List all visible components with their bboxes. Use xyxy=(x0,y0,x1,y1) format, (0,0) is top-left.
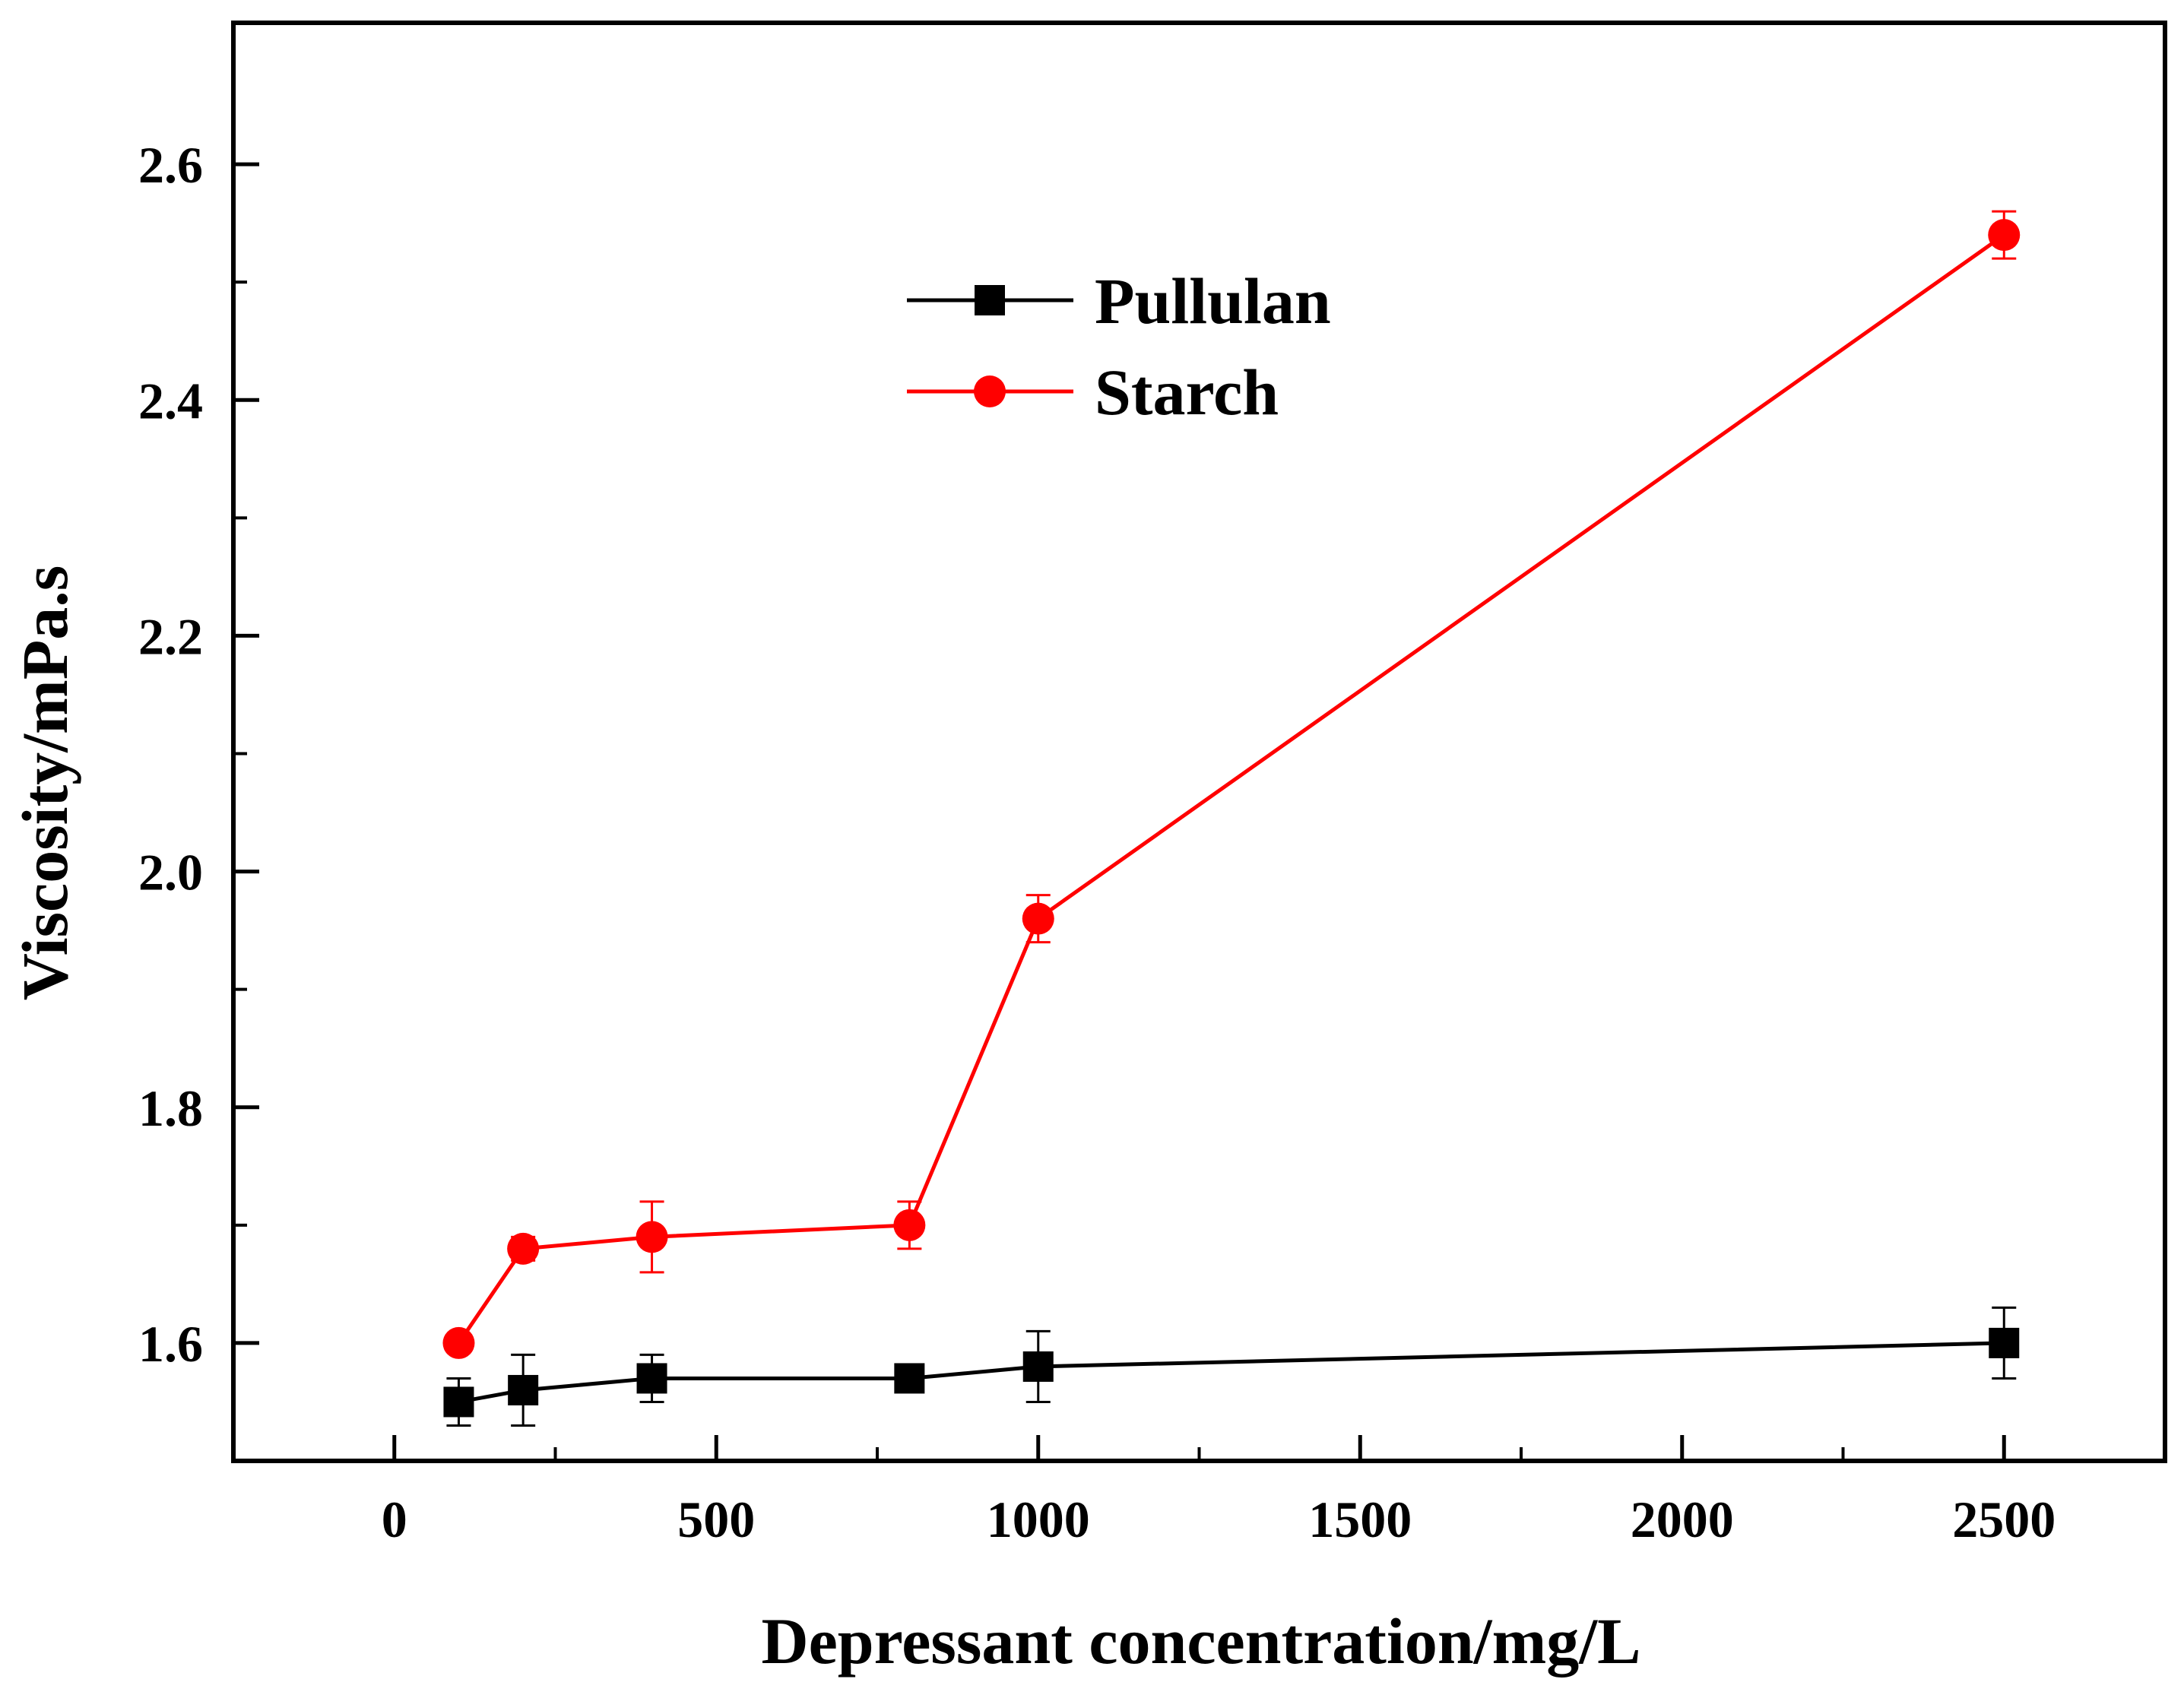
x-tick-label: 2500 xyxy=(1952,1491,2056,1548)
legend-pullulan-label: Pullulan xyxy=(1095,265,1331,337)
x-tick-label: 500 xyxy=(677,1491,755,1548)
pullulan-series xyxy=(443,1306,2020,1427)
y-tick-label: 1.6 xyxy=(138,1315,203,1373)
starch-point xyxy=(507,1232,540,1265)
y-tick-label: 2.0 xyxy=(138,844,203,901)
starch-series xyxy=(442,210,2021,1359)
y-tick-label: 2.2 xyxy=(138,607,203,665)
pullulan-point xyxy=(1022,1351,1054,1382)
y-tick-label: 2.6 xyxy=(138,136,203,194)
starch-point xyxy=(893,1209,926,1241)
starch-point xyxy=(1988,219,2021,252)
pullulan-point xyxy=(508,1374,539,1405)
x-tick-label: 0 xyxy=(382,1491,407,1548)
starch-line xyxy=(457,233,2005,1345)
legend-starch-marker xyxy=(974,375,1006,407)
starch-point xyxy=(636,1221,668,1253)
y-tick-label: 2.4 xyxy=(138,372,203,429)
x-tick-label: 1000 xyxy=(987,1491,1090,1548)
y-axis-title: Viscosity/mPa.s xyxy=(8,566,81,1000)
legend-pullulan-marker xyxy=(975,285,1005,315)
pullulan-point xyxy=(443,1386,474,1418)
pullulan-point xyxy=(1989,1327,2020,1358)
x-tick-label: 2000 xyxy=(1631,1491,1734,1548)
y-tick-label: 1.8 xyxy=(138,1079,203,1137)
starch-point xyxy=(442,1326,475,1359)
pullulan-line xyxy=(458,1341,2005,1404)
pullulan-point xyxy=(636,1363,667,1394)
legend-starch-label: Starch xyxy=(1095,356,1279,429)
x-axis-title: Depressant concentration/mg/L xyxy=(762,1605,1641,1678)
x-tick-label: 1500 xyxy=(1308,1491,1412,1548)
starch-point xyxy=(1022,902,1054,935)
pullulan-point xyxy=(894,1363,925,1394)
legend: Pullulan Starch xyxy=(907,265,1331,429)
